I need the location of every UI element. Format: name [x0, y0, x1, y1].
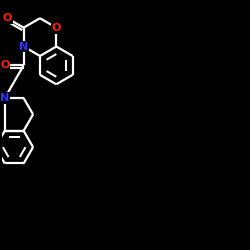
Text: O: O	[52, 23, 61, 33]
Text: O: O	[2, 13, 12, 23]
Text: N: N	[0, 93, 10, 103]
Text: O: O	[0, 60, 10, 70]
Text: N: N	[19, 42, 28, 51]
